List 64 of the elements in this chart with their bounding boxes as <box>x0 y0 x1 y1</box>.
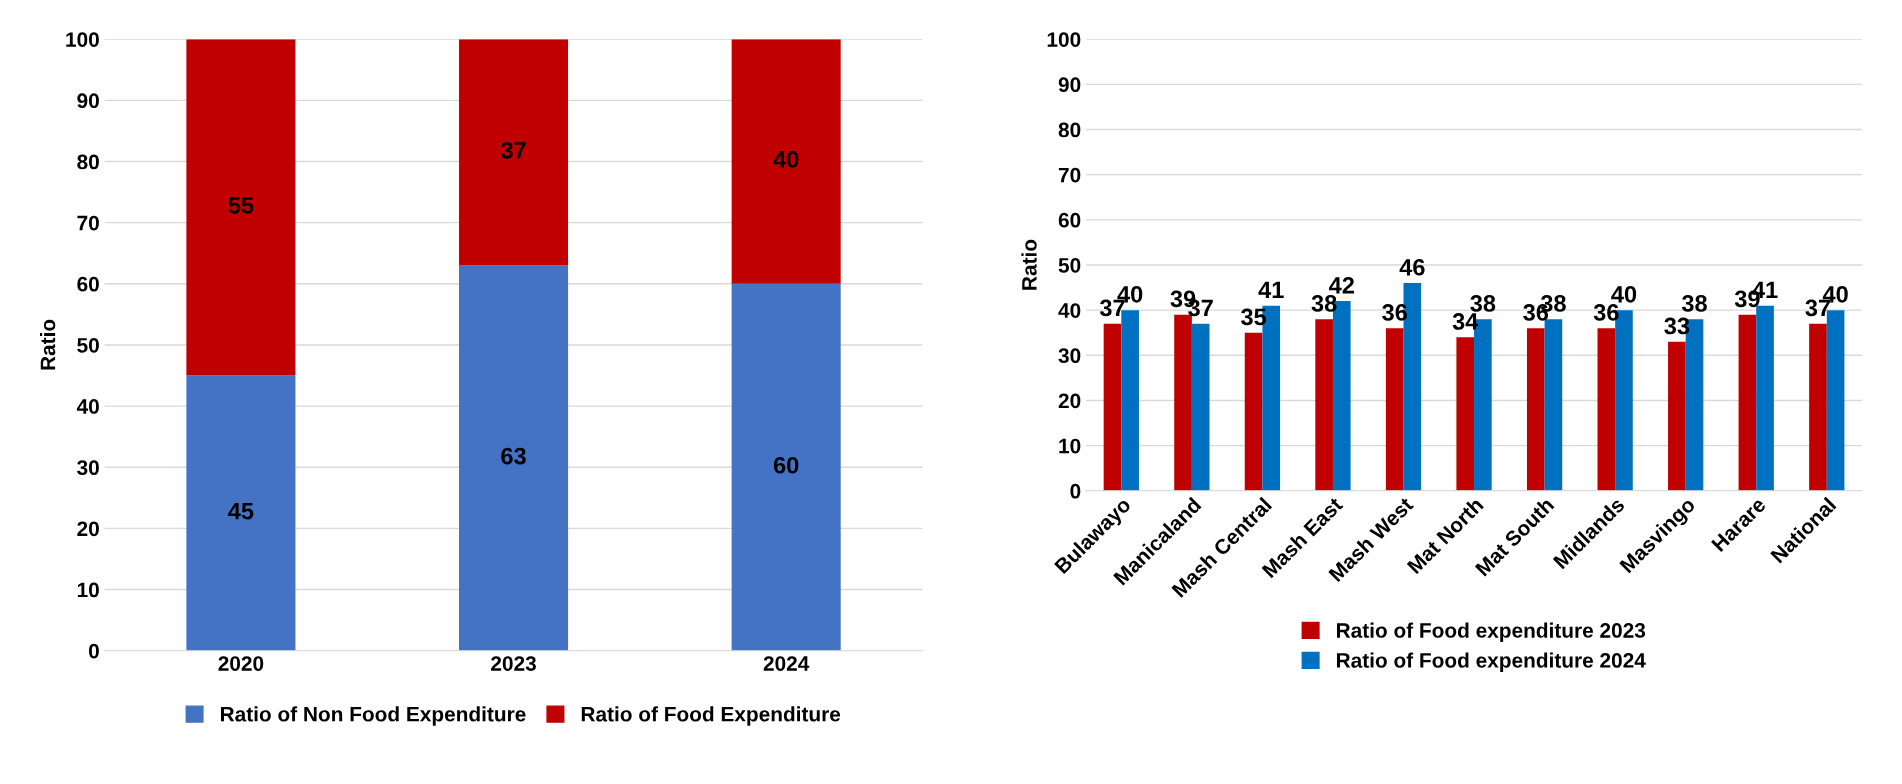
data-label: 46 <box>1399 258 1425 276</box>
data-label: 36 <box>1593 304 1619 321</box>
y-tick-label: 70 <box>1058 167 1081 183</box>
data-label: 40 <box>1611 285 1637 303</box>
y-tick-label: 10 <box>77 582 99 598</box>
bar <box>1456 337 1475 491</box>
x-tick-label: 2023 <box>491 656 536 671</box>
y-tick-label: 10 <box>1059 438 1081 454</box>
bar <box>1597 328 1616 491</box>
y-tick-label: 100 <box>1047 32 1081 47</box>
data-label: 38 <box>1681 295 1707 312</box>
y-tick-label: 30 <box>77 460 99 476</box>
data-label: 63 <box>501 447 526 465</box>
y-tick-label: 0 <box>1070 483 1081 499</box>
bar <box>1668 341 1686 491</box>
y-tick-label: 90 <box>1058 77 1081 93</box>
bar <box>459 265 569 651</box>
y-tick-label: 20 <box>77 521 99 537</box>
data-label: 38 <box>1470 295 1496 312</box>
data-label: 60 <box>773 456 799 474</box>
data-label: 42 <box>1329 276 1354 294</box>
y-axis-title: Ratio <box>1021 239 1037 290</box>
data-label: 34 <box>1452 313 1479 330</box>
x-tick-label: 2024 <box>763 656 810 671</box>
x-tick-label: 2020 <box>218 656 264 671</box>
bar <box>731 39 841 284</box>
y-tick-label: 90 <box>77 93 99 109</box>
legend-label: Ratio of Food expenditure 2023 <box>1337 622 1646 642</box>
data-label: 41 <box>1258 281 1284 298</box>
bar <box>459 39 569 266</box>
bar <box>186 39 296 376</box>
data-label: 55 <box>228 197 254 214</box>
y-tick-label: 60 <box>1058 212 1081 228</box>
data-label: 38 <box>1311 295 1337 312</box>
y-tick-label: 100 <box>66 32 99 47</box>
bar <box>1244 332 1263 491</box>
legend-label: Ratio of Food expenditure 2024 <box>1337 652 1646 672</box>
data-label: 45 <box>228 502 254 520</box>
legend-label: Ratio of Food Expenditure <box>581 706 841 726</box>
legend-label: Ratio of Non Food Expenditure <box>220 706 526 726</box>
bar <box>1809 323 1827 491</box>
bar <box>731 283 841 651</box>
y-tick-label: 80 <box>1058 122 1081 138</box>
y-tick-label: 50 <box>1058 257 1081 273</box>
y-tick-label: 80 <box>77 154 99 170</box>
bar <box>1526 328 1545 491</box>
bar <box>1385 328 1404 491</box>
bar <box>1544 319 1563 491</box>
y-tick-label: 0 <box>88 643 99 659</box>
y-tick-label: 30 <box>1058 348 1081 364</box>
bar <box>1103 323 1122 491</box>
y-tick-label: 40 <box>76 399 99 414</box>
y-tick-label: 20 <box>1058 393 1081 409</box>
y-axis-title: Ratio <box>40 319 56 370</box>
y-tick-label: 50 <box>77 337 99 353</box>
bar <box>1191 323 1210 491</box>
data-label: 37 <box>500 141 526 159</box>
y-tick-label: 60 <box>77 276 99 292</box>
data-label: 40 <box>773 151 799 168</box>
bar <box>1315 319 1333 491</box>
y-tick-label: 40 <box>1058 303 1081 318</box>
bar <box>1738 314 1757 491</box>
bar <box>186 375 296 651</box>
y-tick-label: 70 <box>77 215 99 231</box>
